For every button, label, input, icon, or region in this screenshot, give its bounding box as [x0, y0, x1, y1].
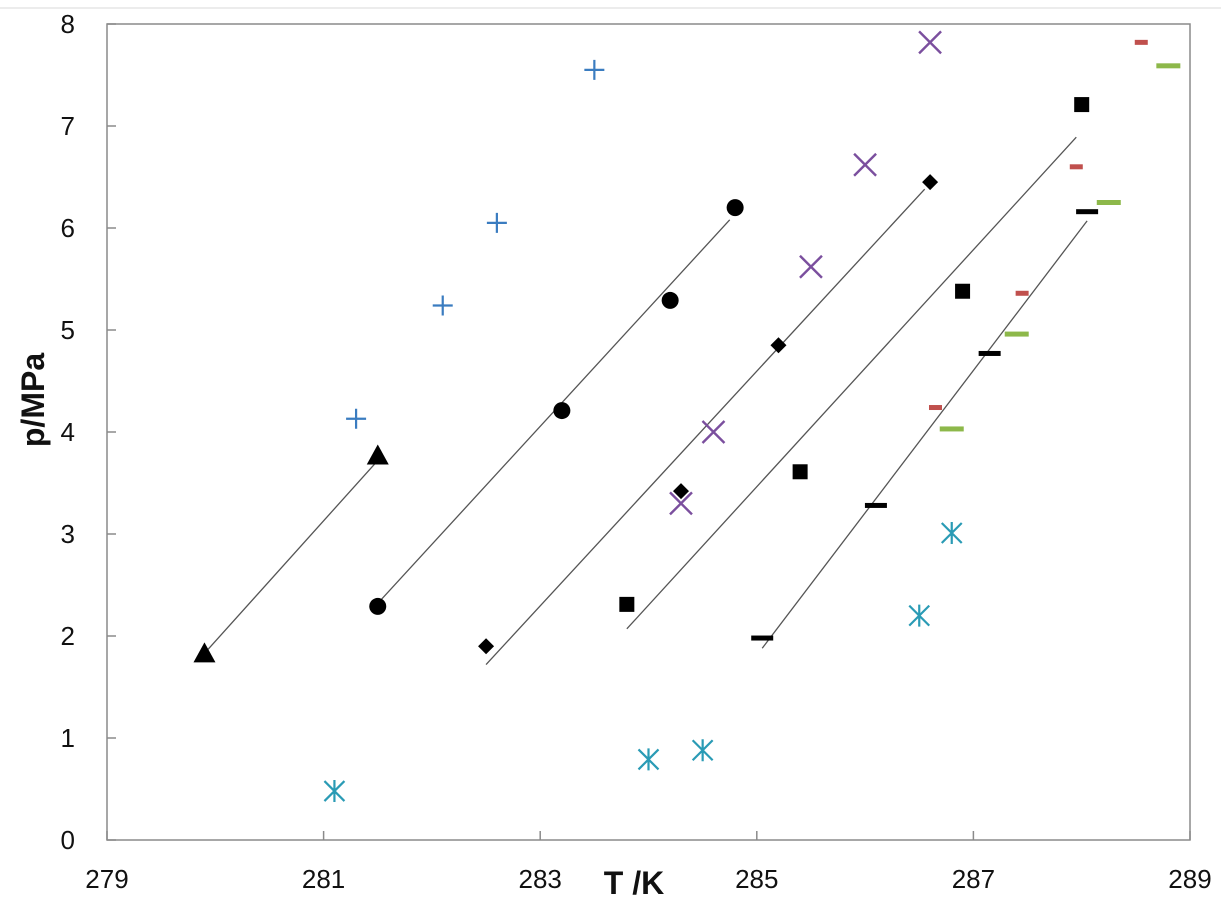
data-point-triangle	[193, 642, 216, 663]
y-tick-label: 0	[61, 825, 75, 855]
x-axis-ticks: 279 281 283 285 287 289	[85, 831, 1212, 894]
x-tick-label: 285	[735, 864, 778, 894]
data-point-dash	[864, 502, 887, 508]
data-point-asterisk	[637, 748, 660, 771]
y-tick-label: 1	[61, 723, 75, 753]
y-tick-label: 6	[61, 213, 75, 243]
x-axis-title: T /K	[604, 865, 664, 901]
data-point-dash	[751, 635, 774, 641]
data-point-circle	[661, 291, 679, 309]
x-tick-label: 283	[519, 864, 562, 894]
y-tick-label: 2	[61, 621, 75, 651]
data-point-x	[853, 152, 877, 177]
x-tick-label: 281	[302, 864, 345, 894]
y-tick-label: 8	[61, 9, 75, 39]
data-point-asterisk	[691, 739, 714, 762]
data-point-square	[792, 464, 808, 480]
data-point-dash-wide	[1096, 200, 1121, 205]
data-point-dash-wide	[939, 426, 964, 432]
data-point-diamond	[672, 483, 689, 500]
data-point-x	[918, 30, 942, 55]
y-tick-label: 4	[61, 417, 75, 447]
data-point-dash-wide	[1156, 63, 1181, 69]
data-point-cross	[346, 408, 367, 429]
data-point-diamond	[770, 337, 787, 354]
fit-line	[626, 136, 1077, 630]
y-tick-label: 3	[61, 519, 75, 549]
data-point-dash-wide	[1004, 331, 1029, 337]
data-point-x	[799, 254, 823, 279]
data-point-diamond	[478, 638, 495, 655]
y-axis-ticks: 0 1 2 3 4 5 6 7 8	[61, 9, 116, 855]
data-point-diamond	[922, 174, 939, 191]
data-point-dash-small	[928, 405, 942, 411]
fit-line	[203, 460, 379, 654]
data-point-asterisk	[908, 604, 931, 627]
y-axis-title: p/MPa	[15, 353, 51, 447]
data-point-asterisk	[323, 780, 346, 803]
fit-line	[761, 220, 1088, 649]
data-point-cross	[432, 295, 453, 316]
data-point-circle	[369, 597, 387, 615]
data-markers	[193, 30, 1181, 803]
data-point-square	[1074, 97, 1090, 113]
x-tick-label: 279	[85, 864, 128, 894]
data-point-dash-small	[1015, 290, 1029, 296]
data-point-circle	[726, 199, 744, 217]
data-point-dash	[978, 350, 1001, 356]
x-tick-label: 287	[952, 864, 995, 894]
data-point-x	[701, 420, 726, 444]
data-point-square	[955, 283, 971, 299]
y-tick-label: 5	[61, 315, 75, 345]
x-tick-label: 289	[1168, 864, 1211, 894]
data-point-asterisk	[940, 521, 963, 544]
fit-line	[485, 188, 926, 666]
data-point-x	[669, 491, 693, 516]
data-point-dash-small	[1069, 164, 1083, 170]
data-point-cross	[486, 212, 507, 233]
data-point-dash-small	[1134, 39, 1148, 45]
data-point-circle	[553, 402, 571, 420]
data-point-triangle	[366, 444, 389, 465]
data-point-dash	[1076, 209, 1099, 215]
data-point-cross	[584, 59, 605, 80]
y-tick-label: 7	[61, 111, 75, 141]
data-point-square	[619, 596, 635, 612]
